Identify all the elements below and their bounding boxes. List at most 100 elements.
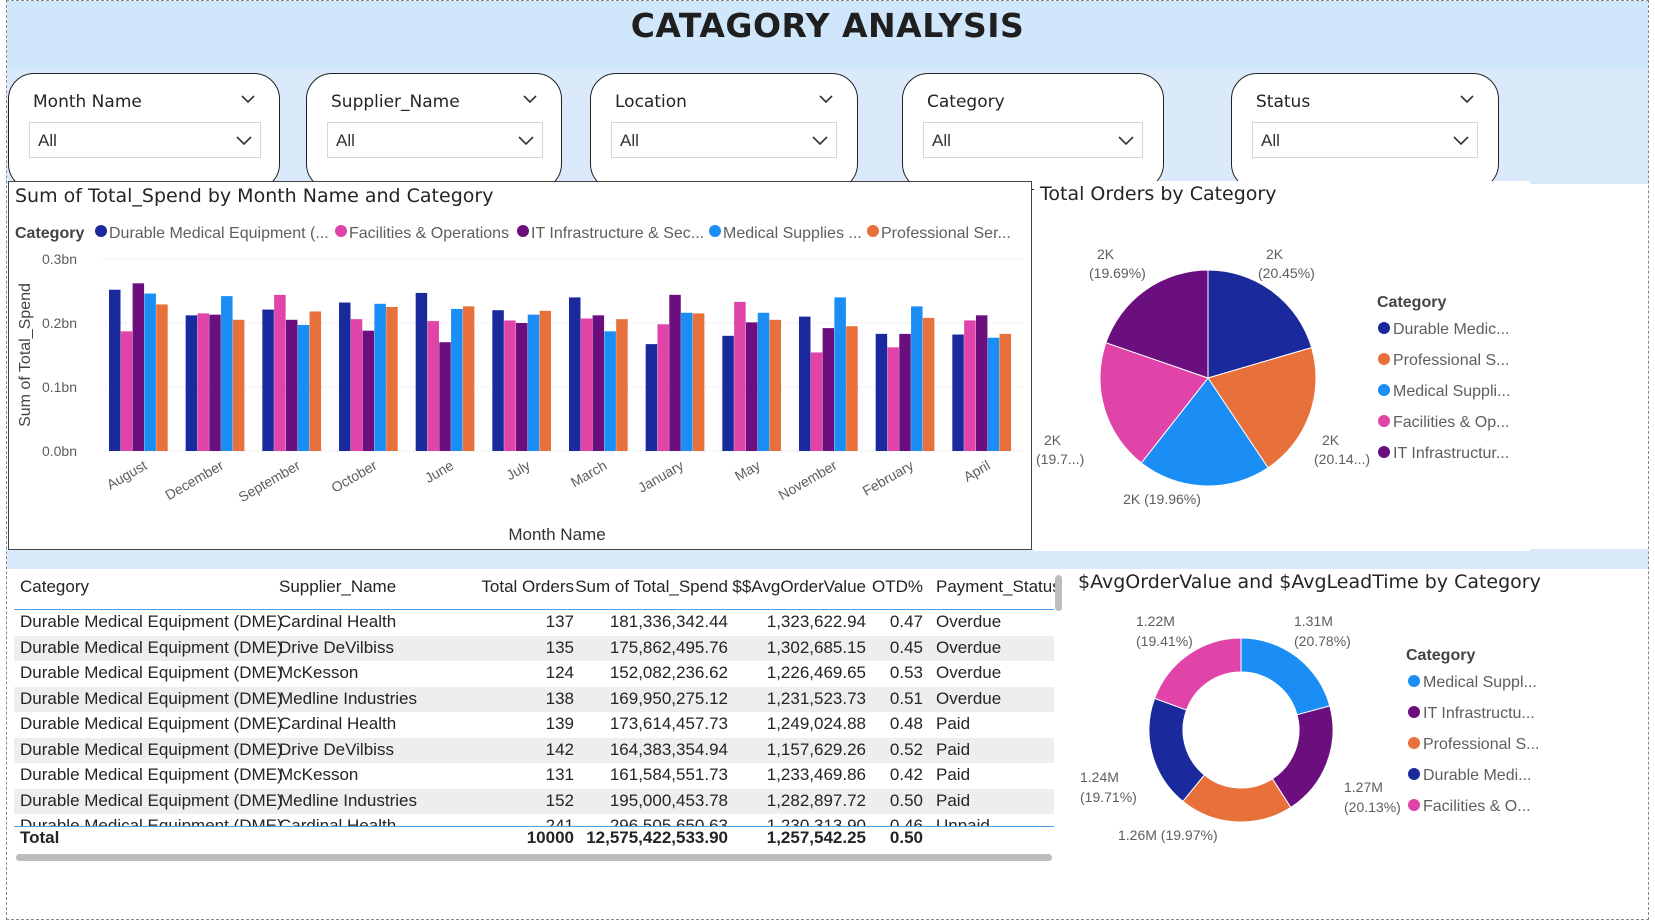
bar[interactable] [350,319,363,451]
bar[interactable] [975,315,988,451]
bar[interactable] [657,324,669,451]
bar[interactable] [386,307,398,451]
bar[interactable] [492,310,504,451]
donut-slice[interactable] [1153,637,1242,711]
legend-label[interactable]: Medical Suppl... [1423,674,1537,691]
bar[interactable] [309,311,322,451]
bar[interactable] [415,292,428,451]
bar[interactable] [427,321,439,451]
bar[interactable] [462,306,475,451]
pie-slice[interactable] [1207,347,1317,469]
bar[interactable] [109,289,121,451]
chevron-down-icon[interactable] [523,94,537,104]
vertical-scrollbar[interactable] [1055,575,1062,611]
bar[interactable] [515,323,528,451]
slicer-dropdown[interactable]: All [327,122,543,158]
bar[interactable] [185,315,198,451]
bar[interactable] [297,324,310,451]
table-row[interactable]: Durable Medical Equipment (DME) McKesson 1… [14,763,1054,788]
bar[interactable] [692,313,705,451]
legend-label[interactable]: Professional S... [1423,736,1540,753]
bar[interactable] [645,344,658,451]
legend-label[interactable]: Durable Medi... [1423,767,1532,784]
legend-label[interactable]: IT Infrastructure & Sec... [531,225,704,242]
bar[interactable] [539,310,552,451]
legend-label[interactable]: IT Infrastructur... [1393,445,1509,462]
table-row[interactable]: Durable Medical Equipment (DME) McKesson 1… [14,661,1054,686]
bar[interactable] [144,293,156,451]
chevron-down-icon[interactable] [812,135,828,146]
legend-label[interactable]: IT Infrastructu... [1423,705,1535,722]
horizontal-scrollbar[interactable] [16,854,1052,861]
legend-label[interactable]: Facilities & O... [1423,798,1531,815]
pie-slice[interactable] [1140,377,1269,487]
bar[interactable] [899,333,911,451]
bar[interactable] [911,306,923,451]
bar[interactable] [504,320,516,451]
bar[interactable] [604,331,616,451]
slicer-status[interactable]: Status All [1231,73,1499,190]
bar[interactable] [339,302,351,451]
legend-label[interactable]: Medical Suppli... [1393,383,1510,400]
bar[interactable] [209,314,221,451]
bar[interactable] [221,296,233,451]
bar[interactable] [569,297,581,451]
bar[interactable] [274,294,286,451]
table-row[interactable]: Durable Medical Equipment (DME) Medline I… [14,788,1054,814]
table-row[interactable]: Durable Medical Equipment (DME) Cardinal … [14,814,1054,826]
bar[interactable] [999,333,1012,451]
bar[interactable] [952,334,964,451]
bar[interactable] [799,316,811,451]
donut-chart-panel[interactable]: $AvgOrderValue and $AvgLeadTime by Categ… [1070,569,1551,869]
bar[interactable] [887,347,899,451]
bar[interactable] [846,326,858,451]
slicer-dropdown[interactable]: All [923,122,1143,158]
table-panel[interactable]: Category Supplier_Name Total Orders Sum of … [8,569,1068,865]
slicer-supplier-name[interactable]: Supplier_Name All [306,73,562,190]
chevron-down-icon[interactable] [241,94,255,104]
bar[interactable] [262,309,274,451]
pie-chart-panel[interactable]: Total Orders by Category 2K (20.45%) 2K (20… [1034,181,1530,551]
bar[interactable] [822,328,835,451]
bar[interactable] [669,294,681,451]
bar[interactable] [745,322,758,451]
bar[interactable] [987,337,1000,451]
chevron-down-icon[interactable] [518,135,534,146]
slicer-dropdown[interactable]: All [29,122,261,158]
bar[interactable] [769,319,782,451]
bar[interactable] [451,308,463,451]
table-row[interactable]: Durable Medical Equipment (DME) Medline I… [14,686,1054,712]
bar[interactable] [580,318,593,451]
bar[interactable] [362,330,375,451]
donut-slice[interactable] [1240,637,1331,716]
chevron-down-icon[interactable] [236,135,252,146]
table-row[interactable]: Durable Medical Equipment (DME) Cardinal … [14,610,1054,635]
bar[interactable] [734,301,746,451]
slicer-dropdown[interactable]: All [611,122,837,158]
bar[interactable] [875,333,888,451]
bar[interactable] [810,352,823,451]
chevron-down-icon[interactable] [1453,135,1469,146]
bar[interactable] [439,342,451,451]
bar[interactable] [834,297,846,451]
pie-slice[interactable] [1207,269,1313,379]
bar[interactable] [232,319,245,451]
bar[interactable] [197,313,209,451]
legend-label[interactable]: Professional S... [1393,352,1510,369]
bar[interactable] [922,317,935,451]
slicer-location[interactable]: Location All [590,73,858,190]
legend-label[interactable]: Medical Supplies ... [723,225,862,242]
donut-slice[interactable] [1148,697,1206,803]
chevron-down-icon[interactable] [819,94,833,104]
table-row[interactable]: Durable Medical Equipment (DME) Drive DeV… [14,737,1054,763]
bar[interactable] [132,283,145,451]
legend-label[interactable]: Facilities & Operations [349,225,509,242]
pie-slice[interactable] [1105,269,1209,379]
slicer-category[interactable]: Category All [902,73,1164,190]
table-row[interactable]: Durable Medical Equipment (DME) Drive DeV… [14,635,1054,661]
bar[interactable] [527,314,540,451]
pie-slice[interactable] [1099,342,1209,464]
bar[interactable] [285,319,298,451]
slicer-dropdown[interactable]: All [1252,122,1478,158]
bar[interactable] [681,312,693,451]
